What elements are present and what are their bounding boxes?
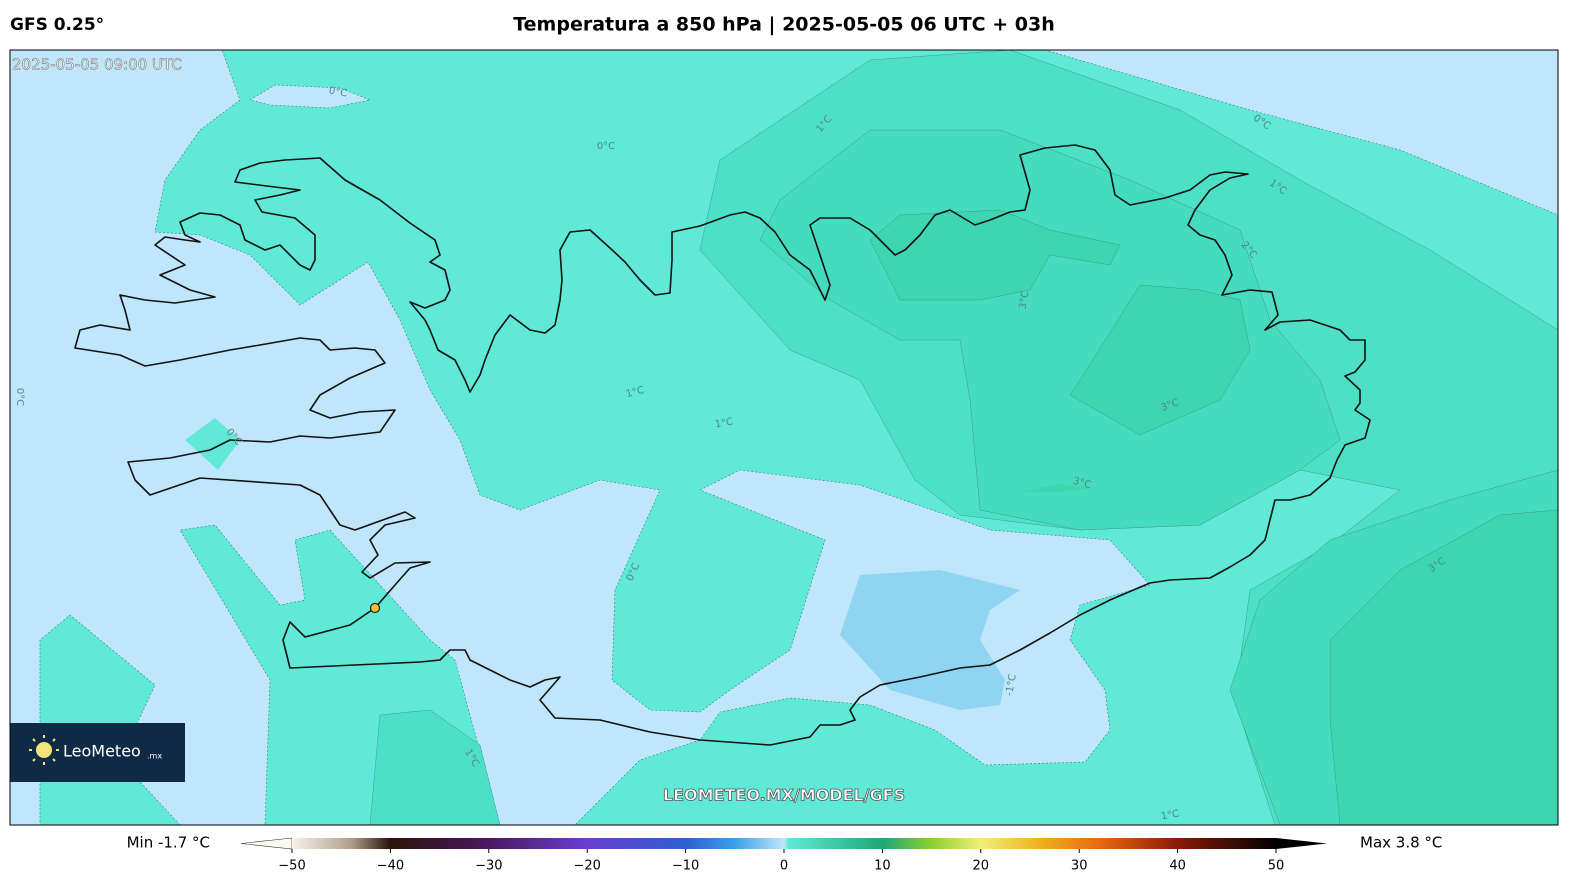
contour-label: 0°C — [14, 388, 25, 406]
contour-label: 3°C — [1017, 290, 1031, 310]
contour-label: 1°C — [1160, 808, 1180, 822]
colorbar-tick-label: 20 — [973, 859, 990, 874]
watermark: LEOMETEO.MX/MODEL/GFS — [663, 786, 905, 805]
colorbar-tick-label: −20 — [573, 859, 600, 874]
colorbar-tick-label: 10 — [874, 859, 891, 874]
zone-0-island — [185, 418, 240, 470]
zone-below-0 — [1044, 50, 1558, 216]
colorbar-tick-label: −50 — [278, 859, 305, 874]
contour-label: 0°C — [328, 85, 348, 99]
coastline — [74, 144, 1371, 746]
max-label: Max 3.8 °C — [1360, 834, 1442, 852]
contour-label: 1°C — [625, 385, 646, 400]
zone-3 — [1329, 509, 1558, 825]
contour-label: 1°C — [714, 416, 734, 430]
colorbar-tick-label: 40 — [1169, 859, 1186, 874]
colorbar-tick-label: −10 — [672, 859, 699, 874]
zone-3 — [1069, 284, 1251, 436]
colorbar-extend-low — [240, 837, 293, 850]
colorbar-tick-label: −40 — [377, 859, 404, 874]
colorbar-tick-label: 0 — [780, 859, 788, 874]
colorbar-tick-label: 30 — [1071, 859, 1088, 874]
zone-1 — [369, 709, 501, 825]
min-label: Min -1.7 °C — [127, 834, 210, 852]
logo-name: LeoMeteo — [63, 742, 141, 761]
logo-sun — [36, 742, 52, 758]
contour-label: -1°C — [1004, 673, 1019, 697]
logo-rays — [29, 735, 59, 765]
colorbar-tick-label: −30 — [475, 859, 502, 874]
contour-label: 3°C — [1072, 476, 1093, 491]
chart-title: Temperatura a 850 hPa | 2025-05-05 06 UT… — [513, 14, 1055, 36]
logo-suffix: .mx — [147, 752, 162, 761]
logo: LeoMeteo .mx — [10, 723, 185, 782]
zone-below-0 — [249, 84, 372, 109]
valid-time: 2025-05-05 09:00 UTC — [12, 56, 182, 74]
location-marker — [369, 602, 381, 614]
map-frame — [9, 49, 1559, 826]
map: 0°C0°C1°C 0°C1°C2°C3°C0°C0°C1°C1°C3°C3°C0… — [10, 50, 1558, 825]
colorbar-gradient — [292, 838, 1276, 849]
contour-label: 0°C — [597, 141, 615, 152]
colorbar-extend-high — [1276, 838, 1327, 849]
zone-3 — [869, 209, 1121, 301]
colorbar: −50 −40 −30 −20 −10 0 10 20 30 40 50 — [240, 837, 1327, 874]
colorbar-tick-label: 50 — [1268, 859, 1285, 874]
model-name: GFS 0.25° — [10, 15, 104, 35]
zone-below-minus-1 — [840, 570, 1020, 710]
zone-3 — [1020, 484, 1095, 492]
